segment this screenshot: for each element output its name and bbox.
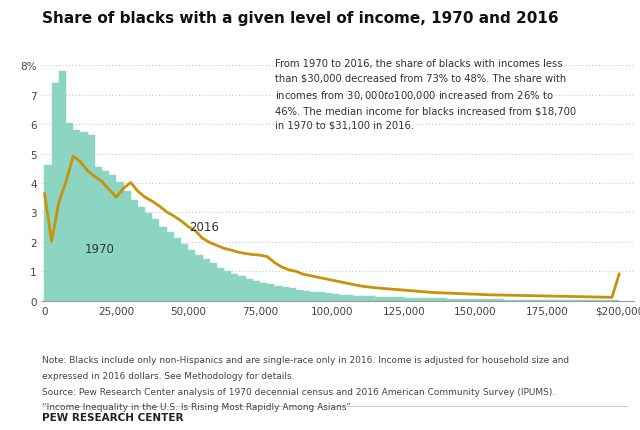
Bar [231, 274, 239, 301]
Bar [504, 300, 511, 301]
Bar [547, 300, 555, 301]
Bar [310, 292, 317, 301]
Bar [124, 192, 131, 301]
Bar [339, 295, 346, 301]
Bar [145, 214, 152, 301]
Bar [267, 285, 275, 301]
Bar [324, 294, 332, 301]
Bar [389, 298, 397, 301]
Bar [303, 291, 310, 301]
Bar [440, 299, 447, 301]
Bar [483, 300, 490, 301]
Bar [59, 72, 66, 301]
Bar [174, 239, 181, 301]
Bar [454, 299, 461, 301]
Bar [569, 300, 576, 301]
Bar [411, 298, 418, 301]
Bar [497, 300, 504, 301]
Bar [246, 279, 253, 301]
Bar [224, 271, 231, 301]
Bar [360, 296, 368, 301]
Bar [433, 299, 440, 301]
Text: expressed in 2016 dollars. See Methodology for details.: expressed in 2016 dollars. See Methodolo… [42, 371, 294, 380]
Bar [275, 286, 282, 301]
Bar [289, 289, 296, 301]
Text: From 1970 to 2016, the share of blacks with incomes less
than $30,000 decreased : From 1970 to 2016, the share of blacks w… [275, 59, 577, 131]
Text: 1970: 1970 [84, 243, 115, 255]
Text: Note: Blacks include only non-Hispanics and are single-race only in 2016. Income: Note: Blacks include only non-Hispanics … [42, 355, 569, 364]
Bar [468, 299, 476, 301]
Bar [511, 300, 518, 301]
Bar [210, 264, 217, 301]
Bar [526, 300, 533, 301]
Bar [490, 300, 497, 301]
Bar [181, 245, 188, 301]
Bar [282, 288, 289, 301]
Bar [562, 300, 569, 301]
Bar [253, 281, 260, 301]
Bar [296, 290, 303, 301]
Bar [73, 130, 81, 301]
Bar [346, 296, 353, 301]
Bar [166, 233, 174, 301]
Bar [353, 296, 360, 301]
Bar [540, 300, 547, 301]
Bar [518, 300, 526, 301]
Text: PEW RESEARCH CENTER: PEW RESEARCH CENTER [42, 412, 183, 422]
Bar [404, 298, 411, 301]
Bar [102, 171, 109, 301]
Bar [159, 227, 166, 301]
Bar [239, 276, 246, 301]
Bar [418, 298, 425, 301]
Bar [88, 136, 95, 301]
Bar [195, 255, 202, 301]
Bar [188, 251, 195, 301]
Bar [202, 259, 210, 301]
Bar [44, 166, 52, 301]
Bar [476, 300, 483, 301]
Bar [81, 133, 88, 301]
Bar [447, 299, 454, 301]
Bar [332, 295, 339, 301]
Text: Share of blacks with a given level of income, 1970 and 2016: Share of blacks with a given level of in… [42, 11, 558, 26]
Bar [217, 268, 224, 301]
Bar [116, 183, 124, 301]
Bar [368, 297, 375, 301]
Bar [375, 297, 382, 301]
Text: 2016: 2016 [189, 220, 220, 233]
Bar [260, 283, 267, 301]
Bar [131, 201, 138, 301]
Bar [425, 298, 433, 301]
Bar [382, 297, 389, 301]
Bar [397, 298, 404, 301]
Bar [138, 208, 145, 301]
Bar [109, 175, 116, 301]
Bar [317, 293, 324, 301]
Text: “Income Inequality in the U.S. Is Rising Most Rapidly Among Asians”: “Income Inequality in the U.S. Is Rising… [42, 402, 351, 411]
Bar [461, 299, 468, 301]
Bar [52, 84, 59, 301]
Text: Source: Pew Research Center analysis of 1970 decennial census and 2016 American : Source: Pew Research Center analysis of … [42, 387, 555, 396]
Bar [152, 219, 159, 301]
Bar [66, 123, 73, 301]
Bar [533, 300, 540, 301]
Bar [555, 300, 562, 301]
Bar [95, 168, 102, 301]
